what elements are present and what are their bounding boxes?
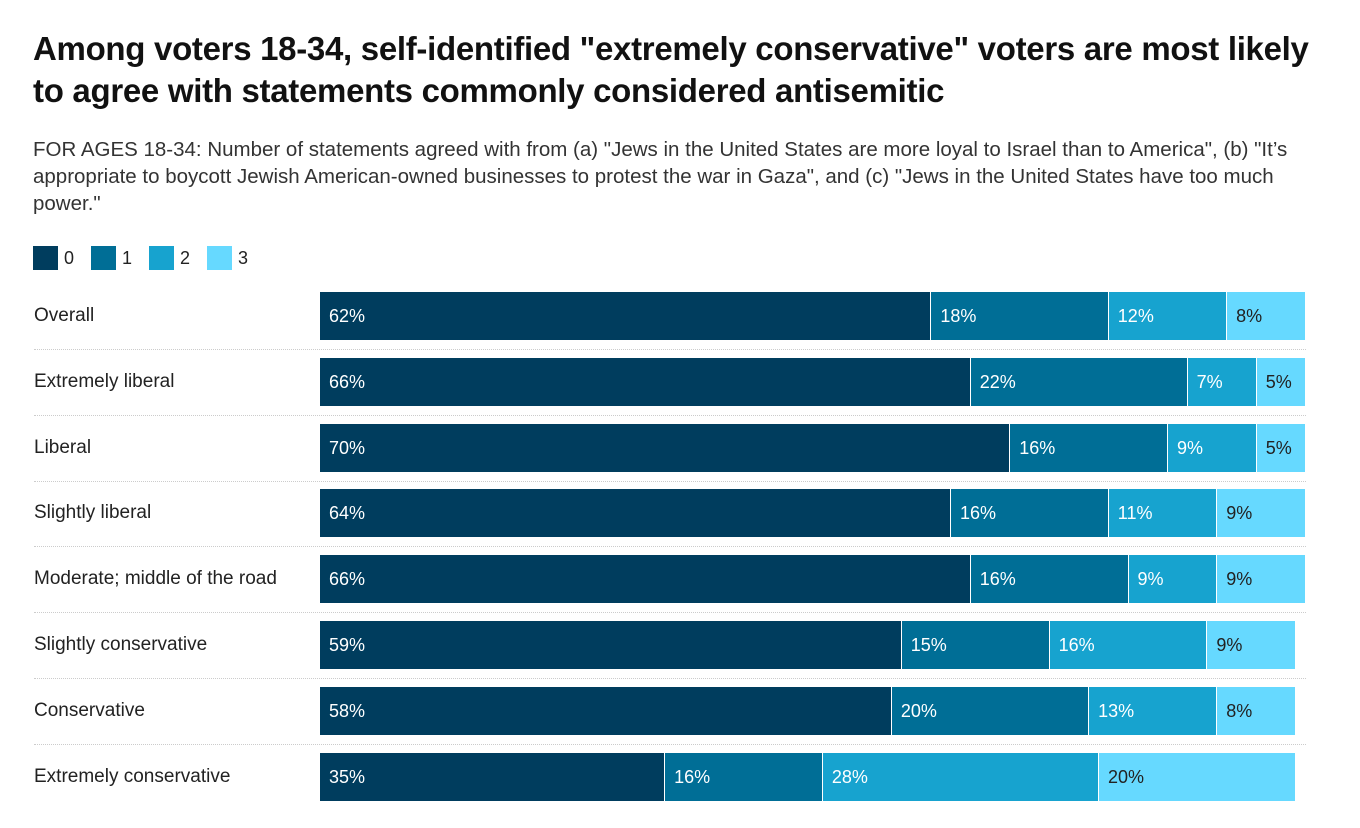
bar-segment: 62%	[320, 292, 932, 340]
bar-segment: 16%	[951, 489, 1109, 538]
bar-segment: 70%	[320, 423, 1011, 472]
bar-segment: 18%	[931, 292, 1109, 340]
legend-swatch	[207, 246, 233, 270]
bar-segment: 66%	[320, 555, 971, 604]
category-label: Slightly conservative	[34, 634, 208, 655]
bar-segment: 20%	[891, 686, 1090, 735]
legend-item: 3	[207, 246, 248, 270]
bar-row: Liberal 70% 16% 9% 5%	[0, 423, 1360, 482]
legend-swatch	[149, 246, 175, 270]
bar-segment: 58%	[320, 686, 892, 735]
bar-row: Slightly conservative 59% 15% 16% 9%	[0, 621, 1360, 679]
row-divider	[34, 480, 1306, 482]
legend-label: 0	[64, 247, 75, 268]
bar-segment: 5%	[1256, 357, 1306, 406]
legend-swatch	[91, 246, 117, 270]
category-label: Slightly liberal	[34, 502, 152, 524]
bar-segment: 59%	[320, 621, 902, 669]
legend: 0 1 2 3	[33, 246, 265, 270]
row-divider	[34, 743, 1306, 745]
bar-segment: 8%	[1227, 292, 1306, 340]
bar-segment: 5%	[1256, 423, 1306, 472]
chart-subtitle: FOR AGES 18-34: Number of statements agr…	[33, 138, 1288, 215]
bar-segment: 16%	[1049, 621, 1208, 669]
bar-segment: 16%	[1010, 423, 1168, 472]
category-label: Liberal	[34, 436, 92, 458]
bar-segment: 16%	[665, 752, 823, 801]
bar-segment: 11%	[1108, 489, 1218, 538]
bar-segment: 13%	[1089, 686, 1218, 735]
row-divider	[34, 349, 1306, 350]
legend-label: 3	[238, 247, 249, 268]
bar-segment: 9%	[1207, 621, 1297, 669]
category-label: Overall	[34, 305, 95, 326]
bar-row: Moderate; middle of the road 66% 16% 9% 9%	[0, 555, 1360, 614]
row-divider	[34, 414, 1306, 416]
bar-segment: 15%	[901, 621, 1050, 669]
bar-segment: 16%	[970, 555, 1129, 604]
row-divider	[34, 612, 1306, 614]
legend-item: 2	[149, 246, 190, 270]
chart-title: Among voters 18-34, self-identified "ext…	[33, 30, 1309, 109]
category-label: Extremely conservative	[34, 765, 231, 787]
bar-row: Extremely conservative 35% 16% 28% 20%	[0, 752, 1360, 801]
bar-segment: 66%	[320, 357, 971, 406]
bar-segment: 64%	[320, 489, 952, 538]
bar-segment: 28%	[822, 752, 1099, 801]
bar-segment: 8%	[1217, 686, 1297, 735]
bar-segment: 9%	[1217, 489, 1306, 538]
bar-row: Overall 62% 18% 12% 8%	[0, 292, 1360, 350]
category-label: Moderate; middle of the road	[34, 568, 277, 590]
legend-label: 2	[180, 247, 191, 268]
bar-segment: 7%	[1187, 357, 1257, 406]
legend-label: 1	[122, 247, 133, 268]
bar-segment: 9%	[1217, 555, 1306, 604]
bar-segment: 9%	[1167, 423, 1257, 472]
legend-item: 0	[33, 246, 74, 270]
bar-segment: 9%	[1128, 555, 1218, 604]
bar-segment: 22%	[970, 357, 1188, 406]
legend-swatch	[33, 246, 58, 270]
bar-segment: 35%	[320, 752, 666, 801]
category-label: Conservative	[34, 699, 145, 721]
bar-row: Conservative 58% 20% 13% 8%	[0, 686, 1360, 745]
legend-item: 1	[91, 246, 132, 270]
row-divider	[34, 678, 1306, 679]
bar-row: Extremely liberal 66% 22% 7% 5%	[0, 357, 1360, 416]
bar-segment: 20%	[1098, 752, 1297, 801]
bar-row: Slightly liberal 64% 16% 11% 9%	[0, 489, 1360, 548]
bar-segment: 12%	[1108, 292, 1228, 340]
row-divider	[34, 546, 1306, 548]
category-label: Extremely liberal	[34, 370, 175, 392]
